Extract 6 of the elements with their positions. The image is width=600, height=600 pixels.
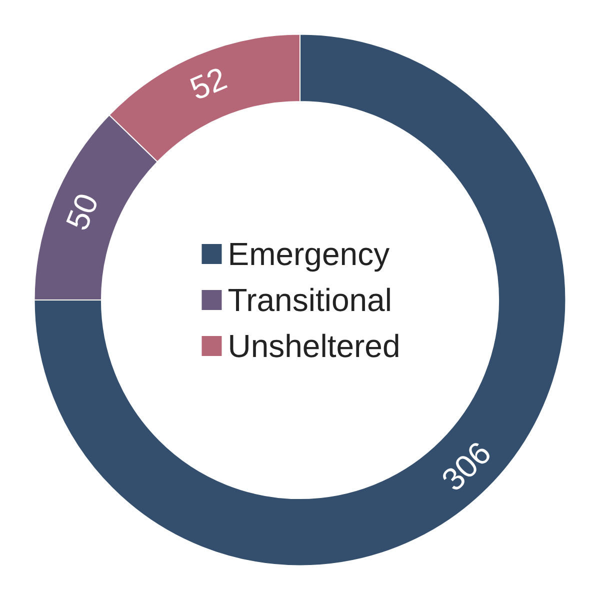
legend-label: Transitional (228, 282, 392, 318)
legend-label: Unsheltered (228, 328, 400, 364)
data-label: 306 (434, 434, 498, 498)
data-label: 52 (184, 60, 232, 107)
data-label: 50 (58, 188, 106, 235)
legend-label: Emergency (228, 236, 390, 272)
